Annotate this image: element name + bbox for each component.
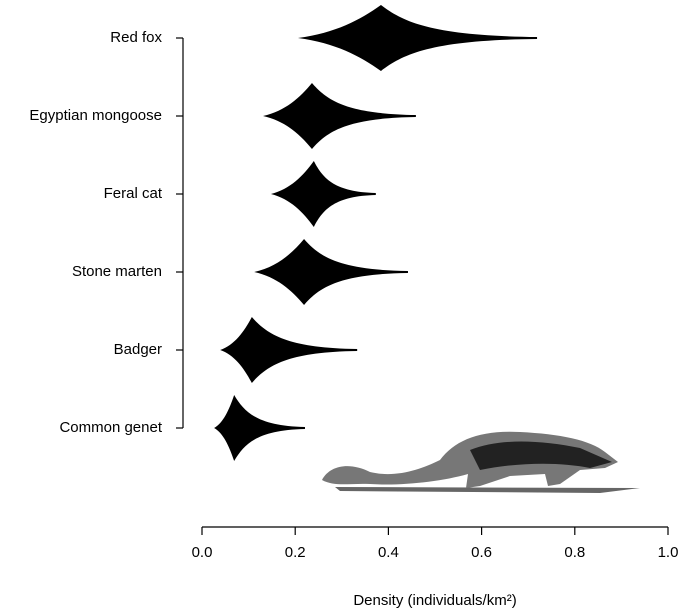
x-tick-label: 0.8 (564, 544, 585, 561)
y-tick-label: Common genet (59, 419, 162, 436)
x-tick-label: 0.2 (285, 544, 306, 561)
x-tick-label: 1.0 (658, 544, 679, 561)
violin (270, 161, 376, 227)
x-tick-label: 0.0 (192, 544, 213, 561)
mongoose-illustration (322, 431, 640, 493)
violin (263, 83, 416, 149)
x-axis-label: Density (individuals/km²) (353, 592, 516, 609)
x-tick-label: 0.6 (471, 544, 492, 561)
y-tick-label: Badger (114, 341, 162, 358)
y-tick-label: Red fox (110, 29, 162, 46)
violin (254, 239, 408, 305)
y-tick-label: Feral cat (104, 185, 163, 202)
mongoose-shade (470, 441, 612, 470)
violin (220, 317, 358, 383)
y-tick-label: Egyptian mongoose (29, 107, 162, 124)
violin (297, 5, 538, 71)
shadow (335, 487, 640, 493)
y-tick-label: Stone marten (72, 263, 162, 280)
violin (214, 395, 305, 461)
x-tick-label: 0.4 (378, 544, 399, 561)
